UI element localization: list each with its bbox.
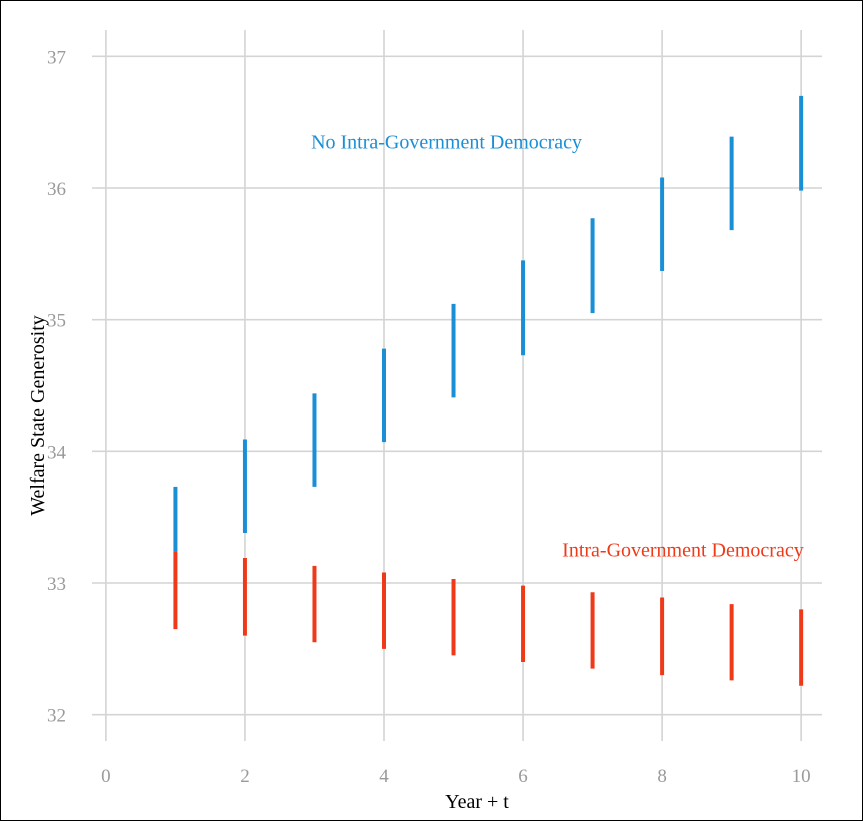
series-label: Intra-Government Democracy (562, 540, 804, 562)
y-tick-label: 36 (47, 179, 66, 200)
error-bars (175, 96, 801, 686)
y-tick-label: 35 (47, 311, 66, 332)
x-tick-label: 6 (518, 766, 528, 787)
x-axis-title: Year + t (445, 791, 509, 813)
y-tick-label: 34 (47, 442, 67, 463)
x-tick-label: 4 (379, 766, 389, 787)
x-tick-label: 0 (101, 766, 111, 787)
series-label: No Intra-Government Democracy (311, 132, 582, 154)
x-tick-label: 10 (792, 766, 811, 787)
y-tick-label: 33 (47, 574, 66, 595)
x-tick-label: 8 (657, 766, 667, 787)
y-tick-label: 32 (47, 706, 66, 727)
tick-labels: 0 2 4 6 8 10 32 33 34 35 36 37 (47, 47, 811, 787)
y-tick-label: 37 (47, 47, 66, 68)
x-tick-label: 2 (240, 766, 250, 787)
y-axis-title: Welfare State Generosity (27, 315, 49, 516)
